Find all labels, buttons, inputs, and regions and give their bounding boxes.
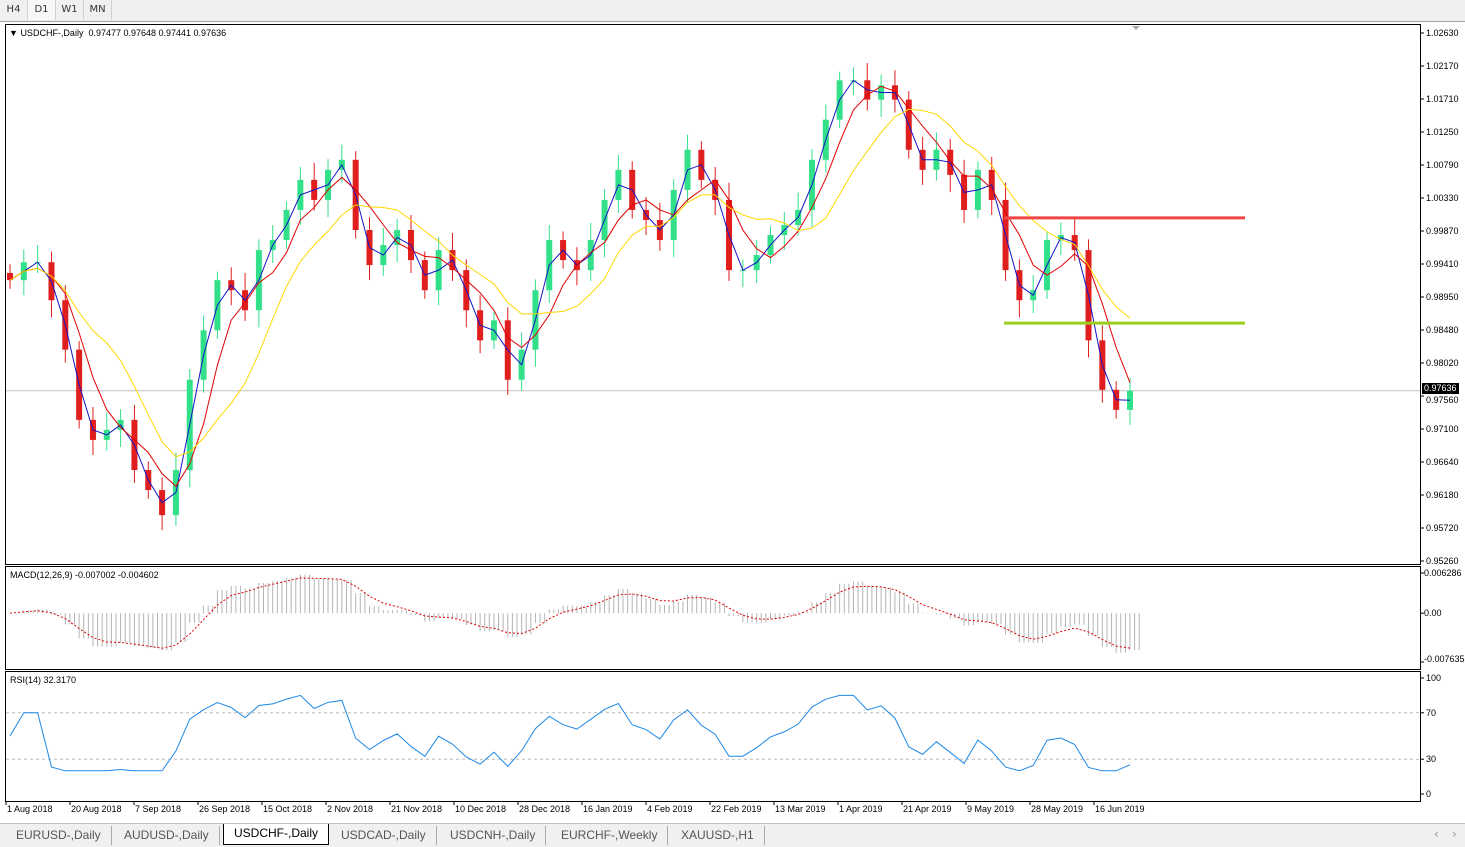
price-tick-label: 0.98020 — [1426, 358, 1459, 368]
macd-signal-line — [9, 577, 1131, 649]
timeframe-toolbar: H4 D1 W1 MN — [0, 0, 1465, 22]
chart-header: ▼ USDCHF-,Daily 0.97477 0.97648 0.97441 … — [9, 28, 226, 39]
rsi-tick-label: 70 — [1426, 707, 1437, 718]
scroll-left-icon[interactable]: ‹ — [1434, 827, 1439, 841]
rsi-line — [9, 694, 1131, 772]
macd-tick-label: 0.006286 — [1424, 568, 1462, 578]
tab-audusd[interactable]: AUDUSD-,Daily — [114, 826, 220, 845]
price-tick-label: 1.00790 — [1426, 160, 1459, 170]
tab-eurchf[interactable]: EURCHF-,Weekly — [551, 826, 669, 845]
price-tick-label: 0.97560 — [1426, 394, 1459, 405]
price-tick-label: 1.02170 — [1426, 61, 1459, 71]
chart-tabs: EURUSD-,Daily AUDUSD-,Daily USDCHF-,Dail… — [0, 823, 1465, 847]
date-tick-label: 7 Sep 2018 — [135, 804, 182, 814]
price-tick-label: 1.00330 — [1426, 193, 1459, 203]
date-tick-label: 9 May 2019 — [967, 804, 1015, 814]
timeframe-w1[interactable]: W1 — [56, 0, 84, 20]
price-tick-label: 1.01250 — [1426, 127, 1459, 137]
rsi-tick-label: 100 — [1426, 673, 1442, 683]
price-tick-label: 0.96180 — [1426, 490, 1459, 500]
price-tick-label: 0.99410 — [1426, 259, 1459, 269]
rsi-label: RSI(14) 32.3170 — [10, 675, 77, 685]
bear-candle — [7, 273, 13, 281]
timeframe-h4[interactable]: H4 — [0, 0, 28, 20]
price-tick-label: 0.99870 — [1426, 226, 1459, 236]
current-price-label: 0.97636 — [1422, 382, 1459, 394]
price-tick-label: 0.95720 — [1426, 523, 1459, 533]
rsi-tick-label: 30 — [1426, 754, 1437, 765]
tab-xauusd[interactable]: XAUUSD-,H1 — [671, 826, 765, 845]
macd-tick-label: -0.007635 — [1424, 654, 1465, 664]
tab-eurusd[interactable]: EURUSD-,Daily — [6, 826, 112, 845]
date-tick-label: 21 Apr 2019 — [903, 804, 952, 814]
price-tick-label: 0.98480 — [1426, 325, 1459, 335]
scroll-right-icon[interactable]: › — [1452, 827, 1457, 841]
collapse-triangle-icon[interactable]: ▼ — [9, 28, 18, 38]
date-tick-label: 10 Dec 2018 — [455, 804, 507, 814]
price-tick-label: 0.98950 — [1426, 292, 1459, 302]
rsi-panel[interactable] — [5, 671, 1421, 802]
macd-panel[interactable] — [5, 566, 1421, 670]
date-tick-label: 13 Mar 2019 — [775, 804, 826, 814]
symbol-label: USDCHF-,Daily — [20, 28, 84, 38]
tab-usdchf[interactable]: USDCHF-,Daily — [223, 824, 329, 845]
date-tick-label: 22 Feb 2019 — [711, 804, 762, 814]
tab-usdcnh[interactable]: USDCNH-,Daily — [440, 826, 547, 845]
date-tick-label: 20 Aug 2018 — [71, 804, 122, 814]
date-tick-label: 2 Nov 2018 — [327, 804, 374, 814]
date-tick-label: 28 Dec 2018 — [519, 804, 571, 814]
date-tick-label: 1 Apr 2019 — [839, 804, 883, 814]
price-tick-label: 0.95260 — [1426, 556, 1459, 566]
macd-label: MACD(12,26,9) -0.007002 -0.004602 — [10, 570, 159, 580]
date-tick-label: 4 Feb 2019 — [647, 804, 693, 814]
date-tick-label: 15 Oct 2018 — [263, 804, 313, 814]
tab-usdcad[interactable]: USDCAD-,Daily — [331, 826, 437, 845]
date-tick-label: 1 Aug 2018 — [7, 804, 53, 814]
price-tick-label: 0.97100 — [1426, 424, 1459, 434]
price-tick-label: 0.96640 — [1426, 457, 1459, 467]
ohlc-values: 0.97477 0.97648 0.97441 0.97636 — [88, 28, 227, 38]
date-tick-label: 16 Jun 2019 — [1095, 804, 1145, 814]
date-tick-label: 28 May 2019 — [1031, 804, 1084, 814]
timeframe-mn[interactable]: MN — [84, 0, 112, 20]
macd-tick-label: 0.00 — [1424, 608, 1442, 619]
price-tick-label: 1.02630 — [1426, 28, 1459, 38]
rsi-tick-label: 0 — [1426, 789, 1432, 799]
date-tick-label: 26 Sep 2018 — [199, 804, 251, 814]
ma-mid-line — [9, 85, 1131, 488]
date-tick-label: 21 Nov 2018 — [391, 804, 443, 814]
price-chart-panel[interactable] — [5, 24, 1421, 565]
price-tick-label: 1.01710 — [1426, 94, 1459, 104]
ma-slow-line — [9, 108, 1131, 458]
timeframe-d1[interactable]: D1 — [28, 0, 56, 20]
chart-shift-marker-icon — [1132, 26, 1140, 30]
ma-fast-line — [9, 79, 1131, 504]
date-tick-label: 16 Jan 2019 — [583, 804, 633, 814]
